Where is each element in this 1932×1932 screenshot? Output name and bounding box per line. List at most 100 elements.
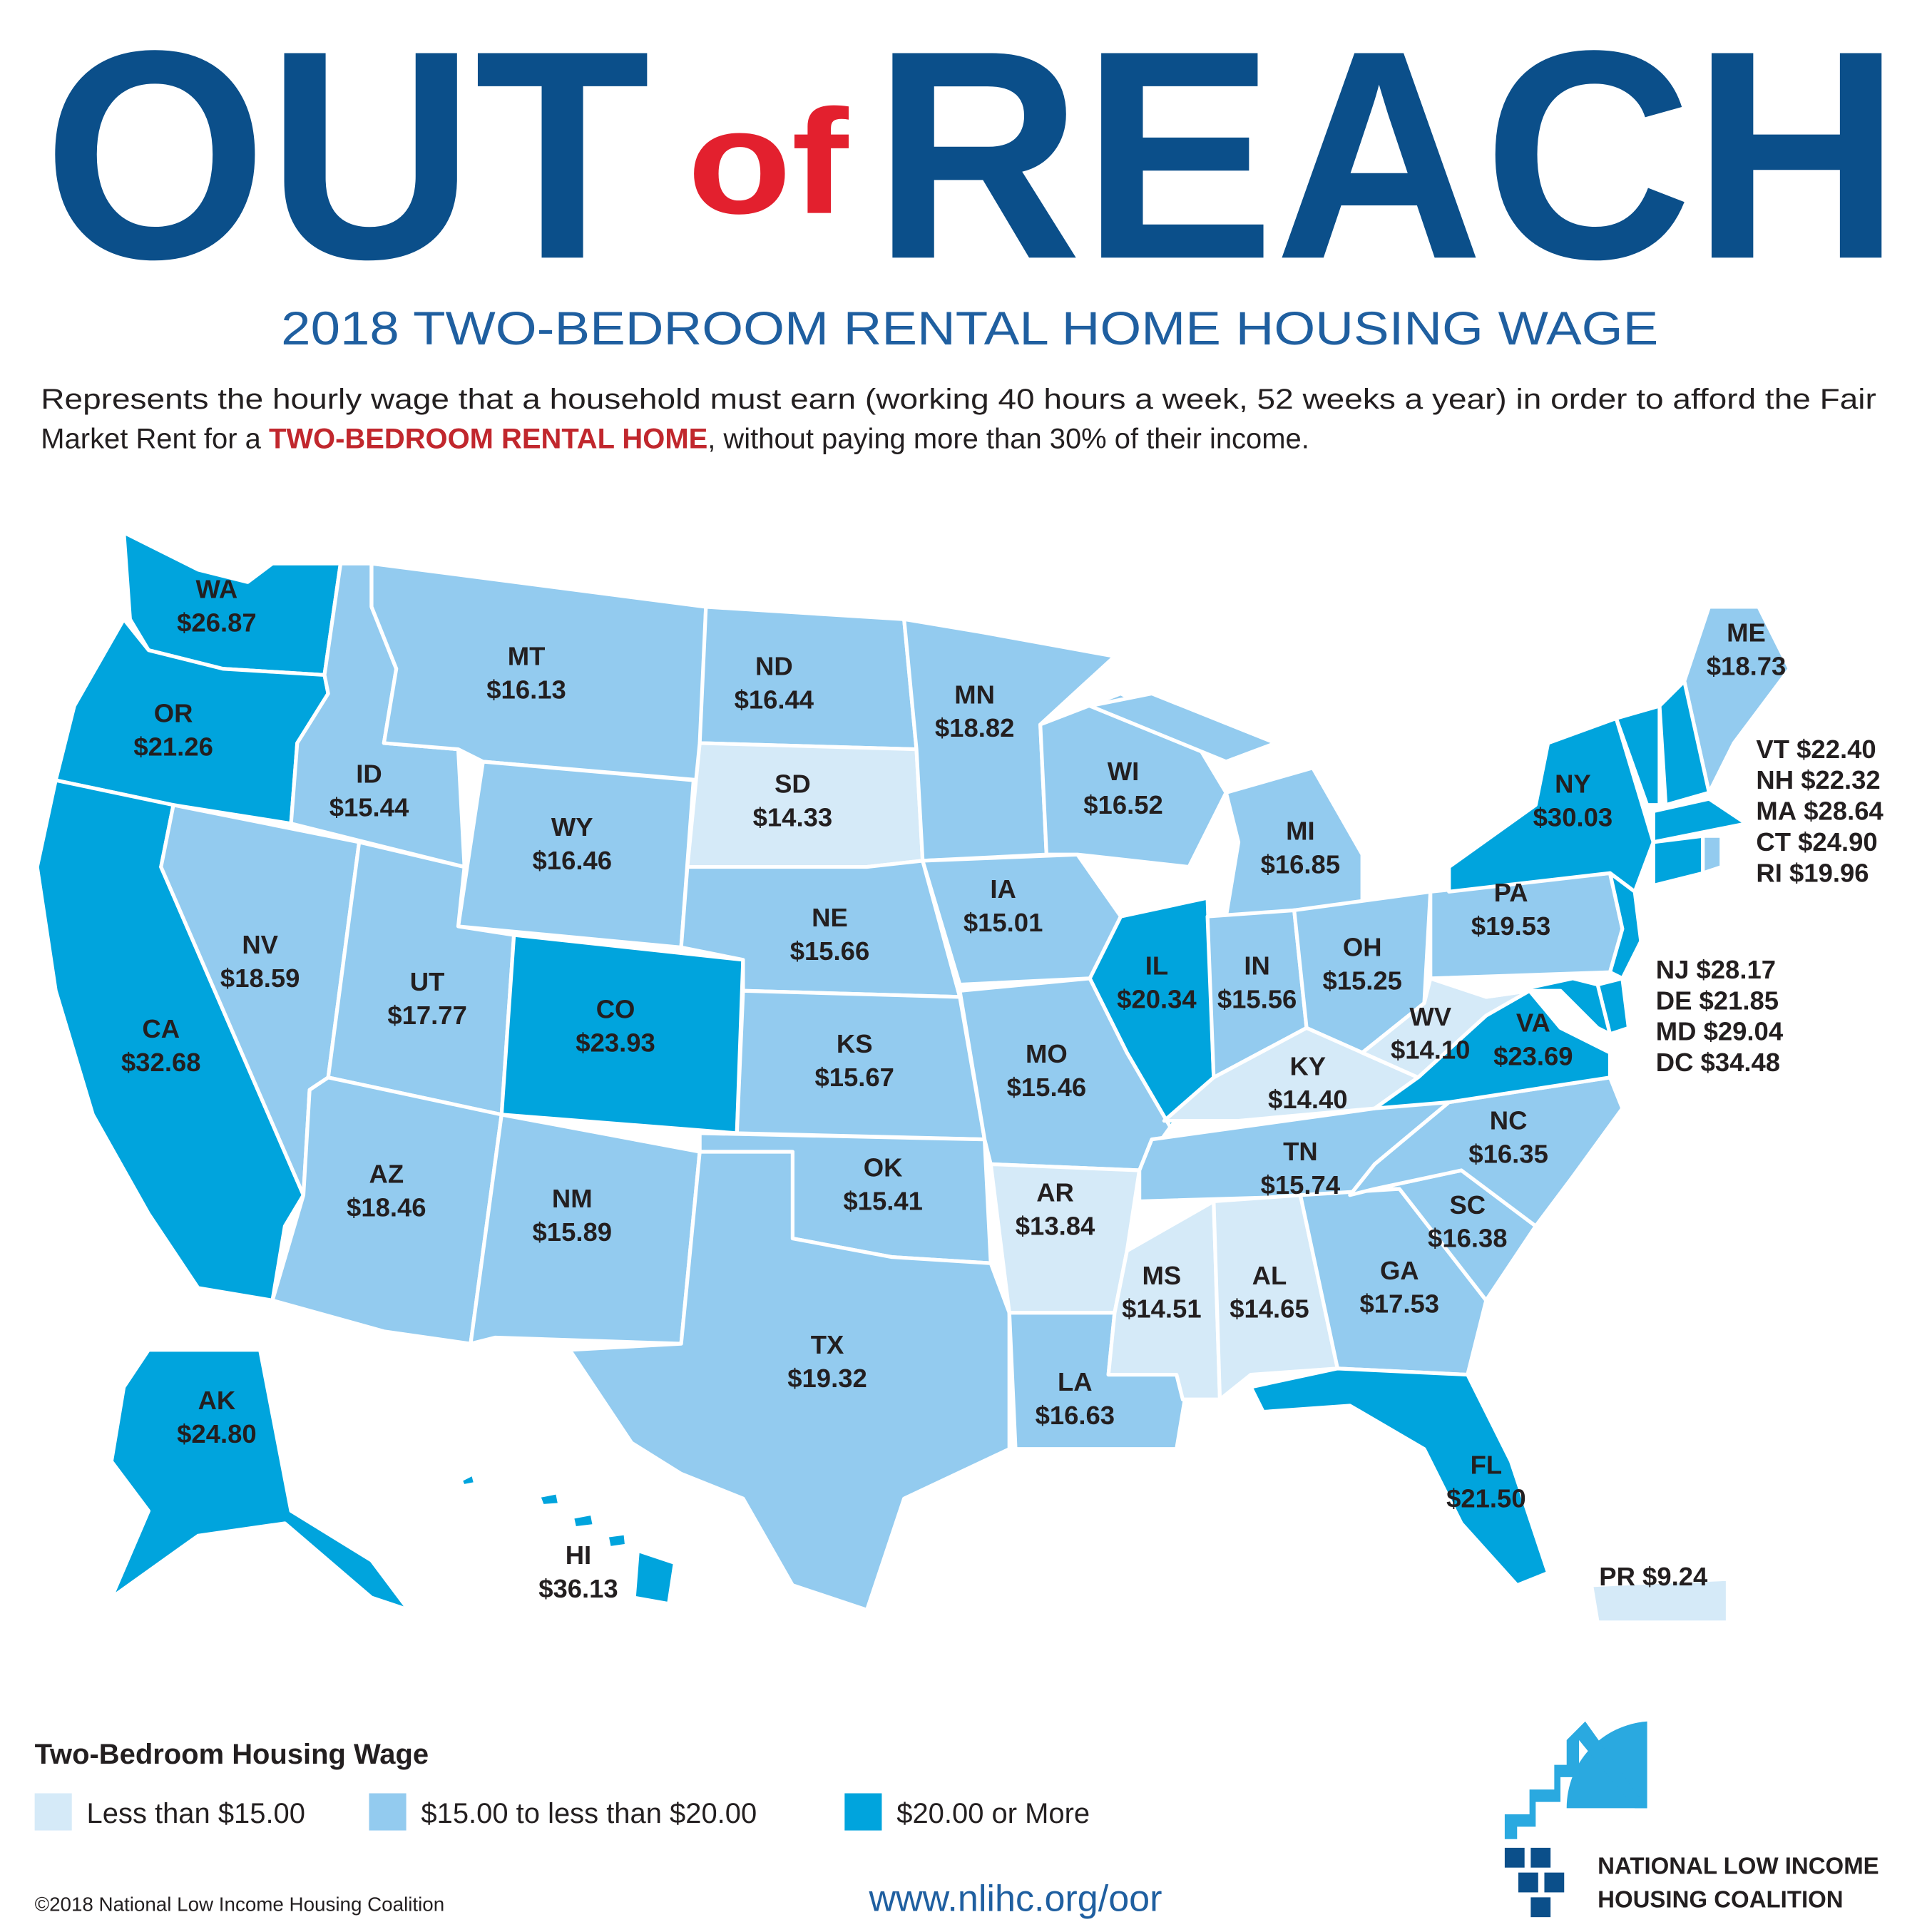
state-shape (1212, 1193, 1340, 1401)
state-abbr: UT (410, 967, 445, 996)
state-label: RI $19.96 (1756, 858, 1869, 887)
state-abbr: RI (1756, 858, 1782, 887)
org-name: NATIONAL LOW INCOME (1598, 1852, 1879, 1879)
state-shape (1651, 797, 1749, 844)
title-reach: REACH (873, 0, 1901, 321)
state-wage: $16.63 (1036, 1401, 1115, 1430)
description-text: , without paying more than 30% of their … (707, 424, 1309, 455)
subtitle: 2018 TWO-BEDROOM RENTAL HOME HOUSING WAG… (281, 302, 1658, 354)
state-wage: $14.10 (1391, 1036, 1471, 1065)
state-wage: $19.53 (1471, 911, 1551, 941)
state-abbr: LA (1058, 1367, 1093, 1396)
state-abbr: NY (1555, 769, 1591, 798)
state-abbr: AK (198, 1386, 236, 1415)
state-wage: $36.13 (538, 1574, 618, 1603)
state-wage: $14.65 (1230, 1294, 1309, 1324)
url: www.nlihc.org/oor (868, 1878, 1162, 1919)
state-shape (369, 561, 708, 782)
state-shape (1701, 834, 1724, 875)
state-wage: $14.40 (1268, 1085, 1348, 1114)
copyright: ©2018 National Low Income Housing Coalit… (35, 1893, 445, 1915)
state-shape (1348, 1075, 1625, 1228)
state-wage: $21.50 (1446, 1483, 1526, 1513)
state-label: DC $34.48 (1656, 1048, 1780, 1077)
state-wage: $22.40 (1796, 735, 1876, 764)
state-abbr: MS (1143, 1261, 1182, 1290)
state-wage: $18.73 (1707, 651, 1787, 680)
state-label: NJ $28.17 (1656, 955, 1776, 984)
logo-stairs (1504, 1721, 1647, 1839)
state-wage: $22.32 (1801, 765, 1881, 794)
state-abbr: ND (755, 651, 793, 680)
state-shape (632, 1548, 678, 1606)
state-abbr: FL (1471, 1450, 1503, 1479)
state-wage: $32.68 (121, 1048, 201, 1077)
state-abbr: SD (775, 769, 811, 798)
state-wage: $15.66 (790, 936, 870, 966)
state-wage: $15.25 (1322, 966, 1402, 995)
map-labels: WA $26.87 OR $21.26 CA $32.68 NV $18.59 ID $15.44… (121, 575, 1884, 1603)
state-abbr: MT (508, 642, 546, 671)
state-wage: $23.93 (576, 1028, 655, 1057)
state-abbr: CT (1756, 827, 1791, 857)
state-wage: $34.48 (1701, 1048, 1781, 1077)
state-shape (109, 1348, 411, 1612)
legend-swatch (369, 1793, 407, 1831)
state-abbr: IN (1244, 951, 1269, 981)
state-shape (1088, 691, 1278, 764)
state-shape (1614, 704, 1662, 807)
logo-square (1518, 1872, 1538, 1893)
state-wage: $19.96 (1789, 858, 1869, 887)
state-wage: $15.46 (1007, 1073, 1087, 1102)
state-abbr: VT (1756, 735, 1789, 764)
state-abbr: NH (1756, 765, 1794, 794)
state-shape (469, 1113, 702, 1346)
state-wage: $20.34 (1117, 985, 1197, 1014)
state-label: NH $22.32 (1756, 765, 1880, 794)
state-abbr: WI (1108, 757, 1140, 786)
state-abbr: WV (1409, 1002, 1451, 1031)
state-label: MA $28.64 (1756, 797, 1884, 826)
state-wage: $17.77 (387, 1001, 467, 1030)
state-abbr: IL (1145, 951, 1168, 981)
state-wage: $21.85 (1700, 986, 1779, 1015)
state-wage: $17.53 (1360, 1289, 1440, 1319)
state-abbr: OK (864, 1153, 903, 1182)
state-shape (570, 1511, 597, 1530)
logo: NATIONAL LOW INCOME HOUSING COALITION (1504, 1721, 1879, 1918)
legend-label: Less than $15.00 (87, 1798, 305, 1829)
state-abbr: IA (990, 874, 1016, 904)
map (35, 531, 1792, 1625)
description-text: Market Rent for a (41, 424, 261, 455)
state-wage: $16.38 (1428, 1224, 1508, 1253)
logo-square (1530, 1847, 1551, 1868)
state-abbr: NC (1490, 1106, 1528, 1135)
legend-swatch (34, 1793, 72, 1831)
state-shape (1249, 1366, 1550, 1588)
state-wage: $24.90 (1798, 827, 1878, 857)
state-shape (697, 605, 919, 752)
state-wage: $26.87 (177, 608, 256, 638)
legend-label: $15.00 to less than $20.00 (421, 1798, 757, 1829)
state-wage: $9.24 (1642, 1562, 1708, 1591)
state-label: VT $22.40 (1756, 735, 1876, 764)
state-abbr: KY (1289, 1051, 1326, 1080)
state-abbr: AL (1252, 1261, 1287, 1290)
legend-swatch (844, 1793, 882, 1831)
state-wage: $28.64 (1804, 797, 1884, 826)
state-abbr: ID (356, 759, 382, 788)
state-shape (1651, 834, 1705, 888)
state-wage: $30.03 (1533, 802, 1613, 832)
state-abbr: HI (566, 1540, 591, 1570)
state-wage: $16.85 (1261, 849, 1341, 879)
state-wage: $15.89 (533, 1217, 613, 1247)
state-label: CT $24.90 (1756, 827, 1877, 857)
state-abbr: VA (1516, 1008, 1550, 1038)
state-shape (1589, 1577, 1730, 1625)
state-abbr: MD (1656, 1017, 1697, 1046)
state-abbr: MA (1756, 797, 1796, 826)
state-abbr: NE (812, 903, 848, 932)
state-abbr: PA (1494, 878, 1528, 907)
